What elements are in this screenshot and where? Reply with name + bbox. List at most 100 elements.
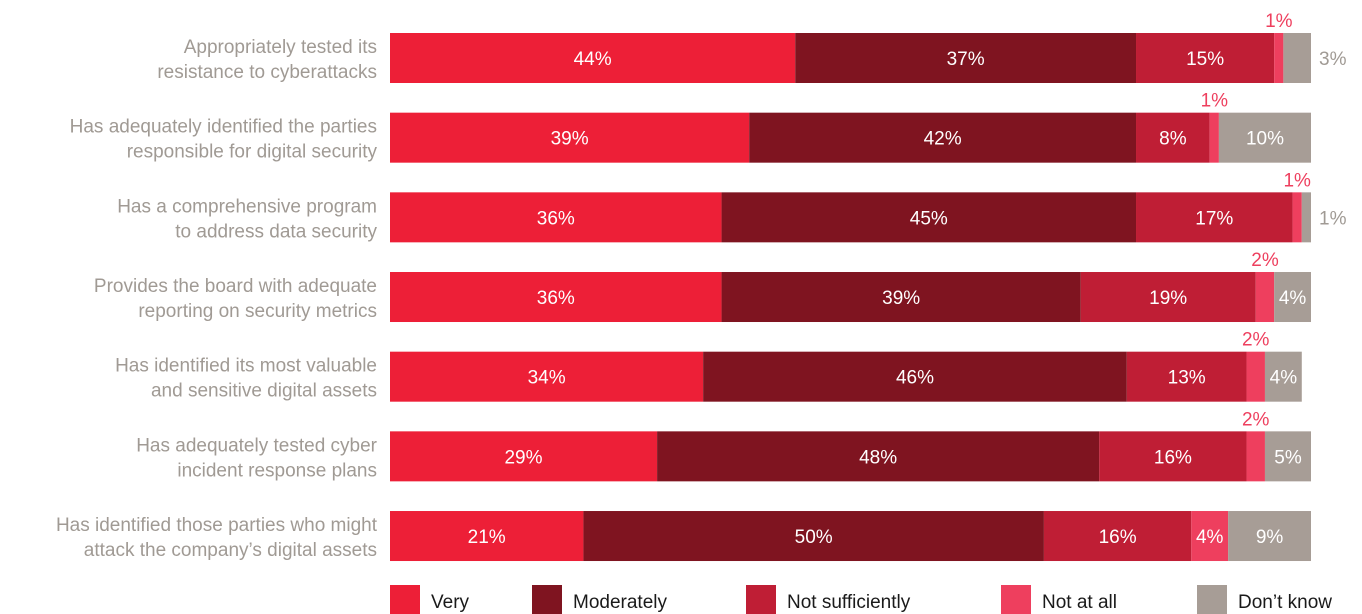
category-label-line: resistance to cyberattacks xyxy=(157,62,377,83)
bar-segment xyxy=(1080,272,1256,323)
legend-label: Very xyxy=(431,592,470,613)
legend-label: Not sufficiently xyxy=(787,592,911,613)
category-label-line: incident response plans xyxy=(177,460,377,481)
bar-segment xyxy=(1264,351,1302,402)
category-label-line: responsible for digital security xyxy=(127,142,378,163)
data-label: 2% xyxy=(1251,250,1279,271)
legend-label: Moderately xyxy=(573,592,667,613)
category-label: Has identified its most valuable and sens… xyxy=(115,356,377,402)
category-label: Appropriately tested its resistance to cy… xyxy=(157,37,377,83)
data-label: 1% xyxy=(1201,91,1229,112)
legend-swatch xyxy=(532,585,562,614)
bar-segment xyxy=(1255,272,1275,323)
category-label: Has identified those parties who might at… xyxy=(56,515,378,561)
bar-segment xyxy=(1274,272,1311,323)
bar-segment xyxy=(1301,192,1311,243)
data-label: 17% xyxy=(1195,208,1233,229)
data-label: 46% xyxy=(896,368,934,389)
data-label: 5% xyxy=(1274,447,1302,468)
data-label: 48% xyxy=(859,447,897,468)
bar-segment xyxy=(390,112,750,163)
category-label: Has adequately tested cyber incident resp… xyxy=(136,435,377,481)
category-label: Provides the board with adequate reportin… xyxy=(94,276,377,322)
bar-segment xyxy=(1292,192,1302,243)
bar-segment xyxy=(1136,33,1275,83)
data-label: 15% xyxy=(1186,49,1224,70)
bar-segment xyxy=(1209,112,1219,163)
bar-segment xyxy=(390,192,722,243)
bar-segment xyxy=(703,351,1127,402)
data-label: 10% xyxy=(1246,129,1284,150)
bar-segment xyxy=(1246,431,1265,482)
bar-segment xyxy=(1264,431,1311,482)
bar-segment xyxy=(721,272,1081,323)
category-label-line: Has a comprehensive program xyxy=(117,196,377,217)
data-label: 4% xyxy=(1279,288,1307,309)
bar-segment xyxy=(1099,431,1247,482)
category-label-line: Provides the board with adequate xyxy=(94,276,377,297)
data-label: 36% xyxy=(537,288,575,309)
legend-swatch xyxy=(1001,585,1031,614)
data-label: 2% xyxy=(1242,409,1270,430)
data-label: 1% xyxy=(1283,170,1311,191)
category-label-line: Has identified its most valuable xyxy=(115,356,377,377)
category-label-line: attack the company’s digital assets xyxy=(84,540,377,561)
bar-segment xyxy=(1228,511,1311,562)
category-label-line: reporting on security metrics xyxy=(138,301,377,322)
data-label: 36% xyxy=(537,208,575,229)
category-label-line: to address data security xyxy=(175,221,377,242)
data-label: 8% xyxy=(1159,129,1187,150)
bar-segment xyxy=(657,431,1100,482)
bar-segment xyxy=(583,511,1044,562)
data-label: 37% xyxy=(947,49,985,70)
data-label: 9% xyxy=(1256,527,1284,548)
bar-segment xyxy=(390,431,658,482)
bar-segment xyxy=(1246,351,1265,402)
bar-segment xyxy=(1136,112,1210,163)
data-label: 16% xyxy=(1154,447,1192,468)
legend-swatch xyxy=(746,585,776,614)
data-label: 4% xyxy=(1196,527,1224,548)
bar-segment xyxy=(795,33,1137,83)
category-label-line: Has adequately tested cyber xyxy=(136,435,377,456)
category-label-line: Has adequately identified the parties xyxy=(70,117,377,138)
data-label: 1% xyxy=(1319,208,1347,229)
data-label: 50% xyxy=(795,527,833,548)
data-label: 29% xyxy=(504,447,542,468)
legend-swatch xyxy=(390,585,420,614)
bar-segment xyxy=(390,272,722,323)
bar-segment xyxy=(390,511,584,562)
bar-segment xyxy=(1274,33,1284,83)
bar-segment xyxy=(1191,511,1229,562)
data-label: 13% xyxy=(1168,368,1206,389)
category-label-line: Appropriately tested its xyxy=(184,37,377,58)
data-label: 1% xyxy=(1265,11,1293,32)
category-label: Has a comprehensive program to address da… xyxy=(117,196,377,242)
bar-segment xyxy=(1218,112,1311,163)
category-label: Has adequately identified the parties res… xyxy=(70,117,378,163)
category-label-line: and sensitive digital assets xyxy=(151,381,377,402)
bar-segment xyxy=(1283,33,1311,83)
data-label: 34% xyxy=(528,368,566,389)
data-label: 44% xyxy=(574,49,612,70)
bar-segment xyxy=(1043,511,1192,562)
bar-segment xyxy=(1126,351,1247,402)
data-label: 2% xyxy=(1242,330,1270,351)
data-label: 39% xyxy=(882,288,920,309)
legend-swatch xyxy=(1197,585,1227,614)
bar-segment xyxy=(390,351,704,402)
data-label: 39% xyxy=(551,129,589,150)
data-label: 45% xyxy=(910,208,948,229)
data-label: 21% xyxy=(468,527,506,548)
bar-segment xyxy=(390,33,796,83)
legend-label: Don’t know xyxy=(1238,592,1332,613)
bar-segment xyxy=(1136,192,1293,243)
data-label: 4% xyxy=(1270,368,1298,389)
legend-label: Not at all xyxy=(1042,592,1117,613)
data-label: 19% xyxy=(1149,288,1187,309)
bar-segment xyxy=(749,112,1137,163)
data-label: 16% xyxy=(1099,527,1137,548)
category-label-line: Has identified those parties who might xyxy=(56,515,378,536)
bar-segment xyxy=(721,192,1137,243)
